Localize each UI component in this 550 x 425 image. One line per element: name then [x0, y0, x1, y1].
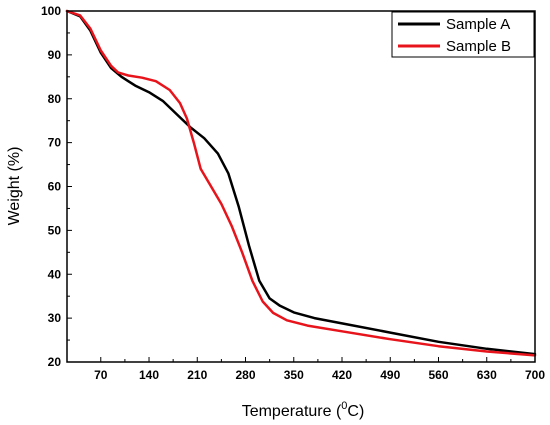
legend-label-sample-a: Sample A: [446, 16, 510, 33]
x-tick-label: 490: [380, 368, 400, 382]
series-curves: [65, 9, 537, 357]
y-tick-label: 90: [48, 48, 62, 62]
y-tick-label: 20: [48, 355, 62, 369]
x-axis-ticks: 70 140 210 280 350 420 490 560 630 700: [94, 357, 545, 382]
x-tick-label: 700: [525, 368, 545, 382]
x-tick-label: 350: [284, 368, 304, 382]
series-line-sample-a: [65, 9, 537, 356]
x-tick-label: 280: [235, 368, 255, 382]
x-tick-label: 140: [139, 368, 159, 382]
plot-frame: [66, 10, 536, 363]
y-tick-label: 40: [48, 267, 62, 281]
legend-box: [391, 11, 535, 58]
y-tick-label: 100: [41, 4, 61, 18]
y-tick-label: 60: [48, 180, 62, 194]
y-axis-ticks: 20 30 40 50 60 70 80 90 100: [41, 4, 72, 369]
legend: Sample A Sample B: [391, 11, 535, 58]
legend-label-sample-b: Sample B: [446, 38, 511, 55]
x-tick-label: 70: [94, 368, 108, 382]
x-axis-title: Temperature (0C): [242, 400, 365, 420]
y-tick-label: 50: [48, 223, 62, 237]
y-tick-label: 70: [48, 136, 62, 150]
y-tick-label: 30: [48, 311, 62, 325]
x-tick-label: 560: [428, 368, 448, 382]
x-tick-label: 210: [187, 368, 207, 382]
y-tick-label: 80: [48, 92, 62, 106]
y-axis-title: Weight (%): [6, 147, 23, 226]
x-tick-label: 420: [332, 368, 352, 382]
x-tick-label: 630: [477, 368, 497, 382]
series-line-sample-b: [65, 9, 537, 357]
